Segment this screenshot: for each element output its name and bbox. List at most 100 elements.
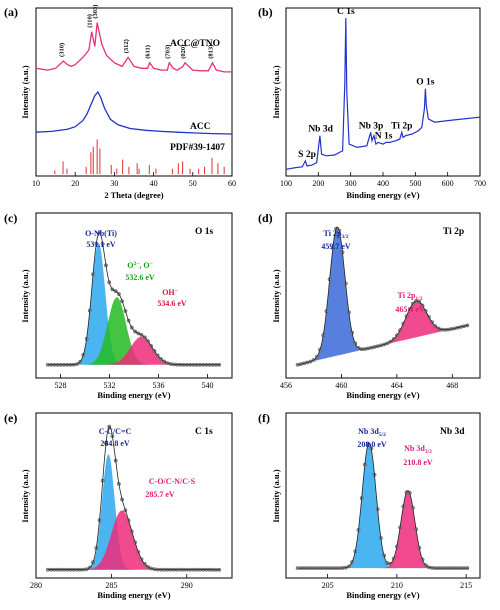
panel-b-xtick-label: 600 (442, 179, 454, 188)
panel-e-peak1-energy: 284.8 eV (100, 439, 130, 448)
panel-d-ylabel: Intensity (a.u.) (271, 269, 281, 322)
panel-e-peak2-name: C-O/C-N/C-S (149, 477, 196, 486)
panel-c-ticks: 528 532 536 540 (55, 374, 214, 390)
panel-e-peak2-energy: 285.7 eV (145, 490, 175, 499)
panel-a-peak-label: (703) (164, 45, 171, 59)
panel-d-title: Ti 2p (443, 227, 464, 237)
panel-e-plot (45, 424, 222, 572)
panel-a-series-label-pdf: PDF#39-1407 (170, 143, 225, 153)
panel-f-xlabel: Binding energy (eV) (346, 590, 419, 600)
panel-d-xtick-label: 464 (391, 381, 403, 390)
panel-c-xtick-label: 532 (104, 381, 116, 390)
panel-a-curves (35, 22, 233, 175)
panel-d-xtick-label: 460 (335, 381, 347, 390)
panel-c-peak3-name: OH− (162, 288, 178, 297)
panel-f-xtick-label: 210 (391, 581, 403, 590)
panel-b-curves (285, 18, 481, 170)
panel-d-xtick-label: 468 (446, 381, 458, 390)
panel-f-frame (285, 412, 481, 579)
panel-e-label: (e) (4, 411, 17, 425)
panel-a-series-label-acc: ACC (190, 122, 211, 132)
panel-c-xtick-label: 528 (55, 381, 67, 390)
panel-f-xtick-label: 215 (460, 581, 472, 590)
panel-a-xtick-label: 50 (189, 179, 197, 188)
panel-d-peak2-energy: 465.4 eV (395, 305, 425, 314)
panel-d-plot (295, 226, 470, 367)
panel-e-envelope (47, 426, 221, 571)
panel-d-peak-fill (297, 300, 469, 365)
panel-a-peak-label: (813) (207, 45, 214, 59)
panel-d-peak-fill (297, 227, 469, 365)
panel-e-frame (35, 412, 233, 579)
panel-b: (b) 100 200 300 400 500 600 700 S 2p Nb 3d C 1s N… (258, 5, 486, 200)
panel-c-xtick-label: 540 (202, 381, 214, 390)
panel-a-peak-label: (110) (87, 14, 94, 28)
panel-d-xlabel: Binding energy (eV) (346, 390, 419, 400)
panel-a-xlabel: 2 Theta (degree) (104, 190, 163, 200)
panel-f-peak1-energy: 208.0 eV (357, 440, 387, 449)
panel-a-ticks: 10 20 30 40 50 60 (32, 172, 236, 188)
panel-f-xtick-label: 205 (322, 581, 334, 590)
panel-b-peak-label: C 1s (337, 7, 355, 17)
panel-b-peak-label: Nb 3d (308, 125, 333, 135)
panel-b-xtick-label: 100 (280, 179, 292, 188)
panel-d-envelope (297, 226, 469, 366)
panel-b-survey-line (285, 18, 481, 170)
panel-c-title: O 1s (195, 227, 214, 237)
panel-a-peak-label: (611) (145, 45, 152, 59)
panel-a: (a) 10 20 30 40 50 60 ACC@TNO ACC PDF#39-1407… (4, 5, 236, 200)
panel-e-ticks: 280 285 290 (30, 574, 193, 590)
panel-b-xtick-label: 700 (474, 179, 486, 188)
panel-a-peak-labels: (310) (110)(303) (312) (611) (703) (020) (813) (58, 5, 214, 59)
panel-e-xlabel: Binding energy (eV) (97, 590, 170, 600)
panel-c-peak1-name: O-Nb(Ti) (85, 229, 117, 238)
panel-d-peak2-name: Ti 2p1/2 (398, 291, 423, 302)
panel-f-peak2-energy: 210.8 eV (403, 458, 433, 467)
panel-a-xtick-label: 40 (150, 179, 158, 188)
panel-c-envelope (47, 232, 221, 366)
panel-e-xtick-label: 290 (181, 581, 193, 590)
panel-d-xtick-label: 456 (280, 381, 292, 390)
panel-f-title: Nb 3d (440, 427, 465, 437)
panel-b-peak-label: Nb 3p (359, 121, 384, 131)
panel-e-xtick-label: 280 (30, 581, 42, 590)
panel-d-peak1-name: Ti 2p3/2 (324, 229, 349, 240)
panel-a-xtick-label: 60 (228, 179, 236, 188)
panel-a-series-acctno-line (35, 22, 232, 73)
panel-c-xtick-label: 536 (153, 381, 165, 390)
panel-e-ylabel: Intensity (a.u.) (20, 469, 30, 522)
panel-c-peak1-energy: 531.1 eV (86, 240, 116, 249)
panel-e-title: C 1s (195, 427, 213, 437)
panel-f-peak1-name: Nb 3d5/2 (358, 427, 386, 438)
panel-a-peak-label: (020) (180, 45, 187, 59)
panel-c-peak-fill (47, 242, 221, 365)
panel-a-peak-label: (312) (123, 39, 130, 53)
panel-b-xtick-label: 500 (409, 179, 421, 188)
panel-b-peak-label: N 1s (375, 131, 393, 141)
panel-c-peak2-energy: 532.6 eV (125, 273, 155, 282)
panel-d: (d) 456 460 464 468 Ti 2p Ti 2p3/2 459.7 eV… (258, 211, 481, 400)
panel-a-peak-label: (310) (58, 43, 65, 57)
panel-c-peak2-name: O2−, O− (127, 261, 153, 270)
panel-f-ticks: 205 210 215 (322, 574, 472, 590)
panel-a-peak-label: (303) (92, 5, 99, 19)
panel-a-label: (a) (4, 5, 18, 19)
panel-f-label: (f) (258, 411, 270, 425)
panel-a-frame (35, 7, 233, 177)
panel-f-envelope (297, 442, 469, 569)
panel-e-peak1-name: C-C/C=C (99, 427, 132, 436)
panel-c-frame (35, 212, 233, 379)
panel-f: (f) 205 210 215 Nb 3d Nb 3d5/2 208.0 eV Nb… (258, 411, 481, 600)
panel-c-label: (c) (4, 211, 17, 225)
panel-a-xtick-label: 10 (32, 179, 40, 188)
panel-f-peak2-name: Nb 3d3/2 (404, 444, 432, 455)
panel-c-peak-fill (47, 336, 221, 365)
panel-b-xtick-label: 400 (377, 179, 389, 188)
panel-b-peak-label: S 2p (298, 150, 316, 160)
panel-b-xtick-label: 200 (312, 179, 324, 188)
panel-d-frame (285, 212, 481, 379)
panel-b-peak-label: Ti 2p (391, 121, 412, 131)
panel-a-ylabel: Intensity (a.u.) (20, 65, 30, 118)
